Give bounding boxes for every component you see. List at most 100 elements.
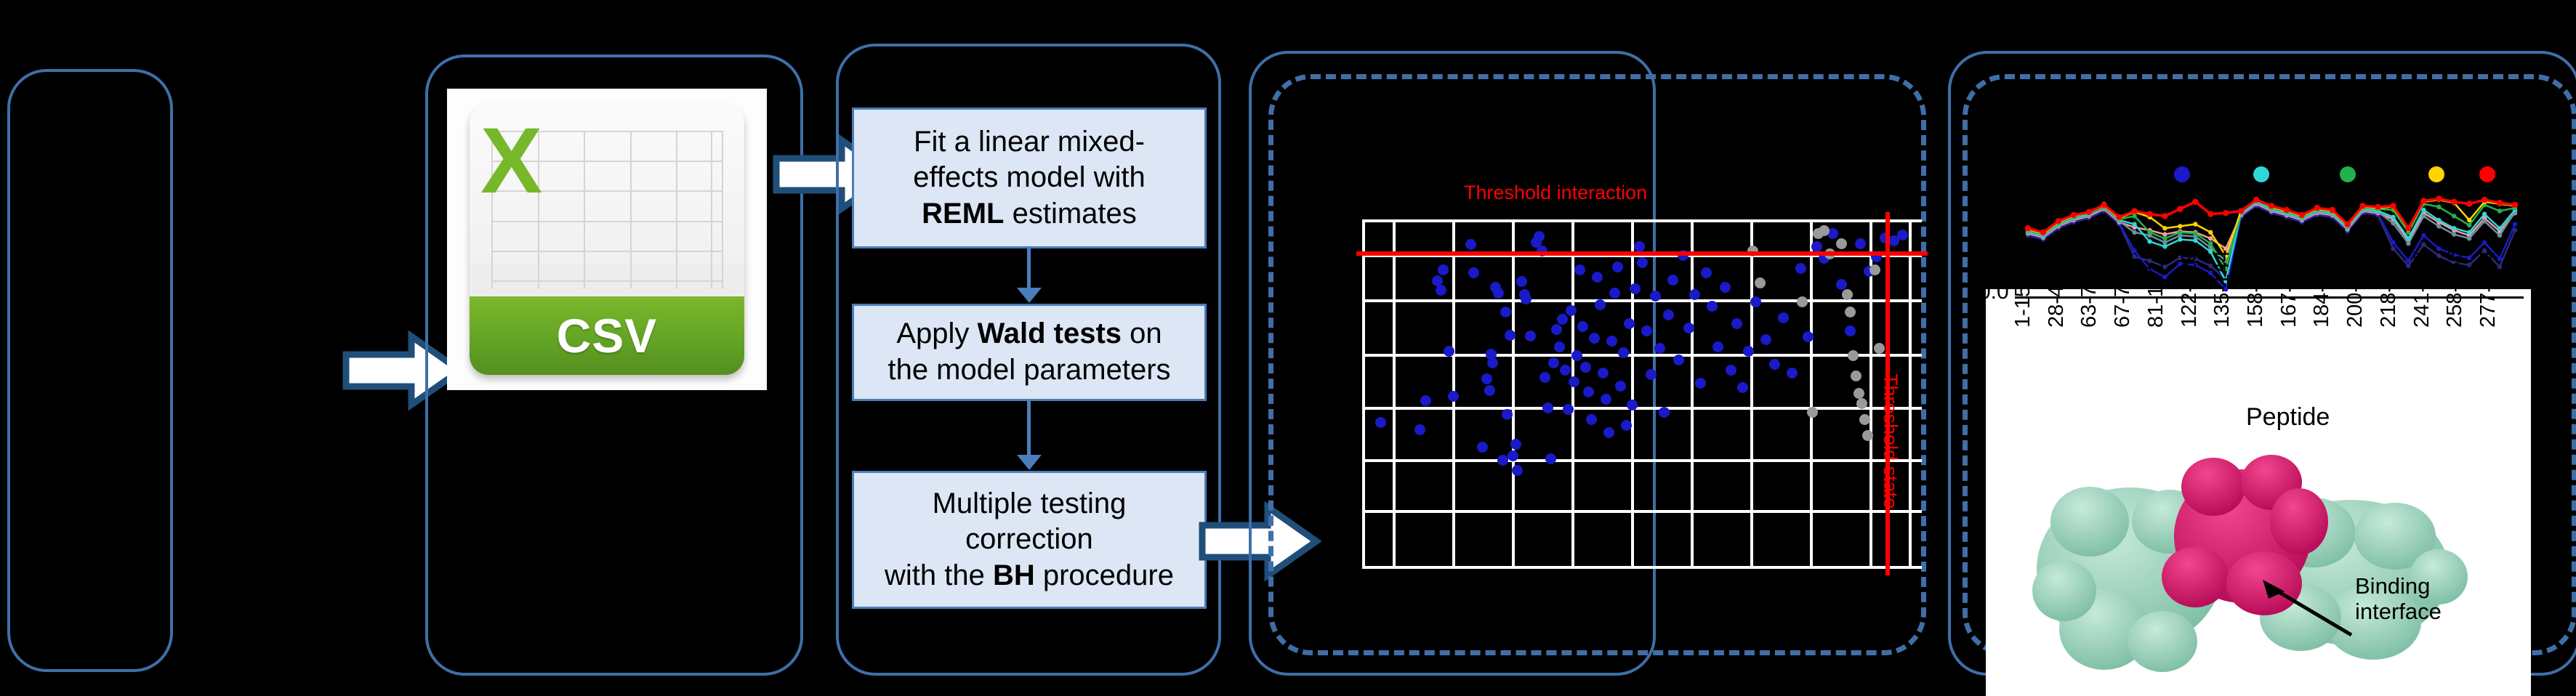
series-point-red-12 — [2207, 211, 2214, 217]
csv-file-icon: X CSV — [447, 89, 767, 390]
series-point-cyan-25 — [2406, 236, 2411, 241]
csv-card: X CSV — [469, 103, 745, 376]
series-point-red-28 — [2451, 198, 2458, 205]
series-point-cyan-30 — [2482, 211, 2487, 217]
connector-model-to-wald — [1027, 248, 1031, 291]
series-point-steel-29 — [2466, 236, 2472, 241]
connector-head-wald — [1017, 288, 1042, 303]
series-point-navy-28 — [2452, 260, 2457, 265]
peptide-tick-0: 1-15 — [2011, 285, 2034, 328]
series-point-red-17 — [2283, 206, 2290, 214]
peptide-tick-13: 258-266 — [2443, 250, 2467, 328]
peptide-axis-title: Peptide — [2246, 403, 2330, 431]
series-point-navy-12 — [2208, 263, 2213, 269]
peptide-tick-12: 241-257 — [2410, 250, 2434, 328]
series-point-cyan-24 — [2391, 214, 2396, 219]
arrow-steps-to-results — [1198, 501, 1321, 581]
protein-structure-image — [2032, 434, 2468, 681]
peptide-tick-3: 67-75 — [2111, 273, 2135, 328]
legend-dot-yellow — [2428, 166, 2444, 182]
series-point-cyan-12 — [2208, 249, 2213, 254]
series-point-blue-30 — [2482, 240, 2487, 245]
step-box-wald-tests[interactable]: Apply Wald tests on the model parameters — [852, 304, 1207, 401]
series-point-navy-8 — [2147, 258, 2152, 264]
series-point-yellow-11 — [2193, 222, 2198, 227]
series-point-red-14 — [2237, 208, 2245, 214]
connector-head-bh — [1017, 455, 1042, 470]
series-point-red-16 — [2268, 203, 2275, 209]
step-box-mixed-model-text: Fit a linear mixed-effects model with REM… — [913, 125, 1146, 230]
series-point-navy-32 — [2512, 227, 2518, 233]
series-point-red-18 — [2298, 211, 2306, 219]
series-point-red-11 — [2192, 198, 2199, 205]
series-point-red-4 — [2085, 209, 2092, 215]
series-point-red-31 — [2496, 200, 2503, 206]
series-point-steel-26 — [2421, 214, 2426, 219]
csv-band-label: CSV — [556, 309, 658, 363]
series-point-cyan-9 — [2162, 244, 2168, 249]
series-point-steel-7 — [2132, 230, 2137, 235]
series-point-steel-25 — [2406, 241, 2411, 246]
series-point-red-30 — [2481, 196, 2488, 203]
series-point-blue-11 — [2193, 262, 2198, 267]
binding-interface-label-line2: interface — [2355, 598, 2442, 624]
series-point-yellow-12 — [2208, 230, 2213, 235]
y-axis-tick-0: 0.0 — [1979, 280, 2009, 304]
series-line-navy — [2027, 204, 2516, 281]
series-point-steel-27 — [2436, 224, 2442, 229]
series-point-blue-24 — [2391, 240, 2396, 245]
series-point-green-9 — [2162, 236, 2168, 241]
series-point-blue-10 — [2178, 262, 2183, 267]
series-point-green-12 — [2208, 241, 2213, 246]
series-point-blue-9 — [2162, 275, 2168, 280]
series-point-red-2 — [2055, 218, 2062, 224]
series-point-blue-8 — [2147, 267, 2152, 272]
series-point-red-6 — [2116, 214, 2122, 220]
series-point-cyan-28 — [2452, 226, 2457, 231]
chart-x-axis — [2015, 296, 2524, 299]
peptide-tick-9: 184-199 — [2310, 250, 2334, 328]
scatter-plot: Threshold interaction — [1356, 182, 1928, 575]
series-point-navy-25 — [2406, 263, 2411, 269]
series-point-red-22 — [2359, 203, 2366, 209]
step-box-wald-tests-text: Apply Wald tests on the model parameters — [887, 317, 1171, 386]
step-box-bh-correction[interactable]: Multiple testing correction with the BH pr… — [852, 471, 1207, 609]
legend-dot-red — [2479, 166, 2495, 182]
series-point-red-25 — [2405, 225, 2412, 232]
step-box-mixed-model[interactable]: Fit a linear mixed-effects model with REM… — [852, 108, 1207, 248]
ligand-peptide — [2162, 455, 2328, 615]
series-point-steel-30 — [2482, 219, 2487, 224]
series-point-red-8 — [2146, 211, 2153, 217]
series-point-blue-29 — [2466, 255, 2472, 260]
series-point-yellow-29 — [2466, 217, 2472, 223]
series-point-green-10 — [2178, 230, 2183, 235]
series-point-cyan-29 — [2466, 230, 2472, 235]
series-point-steel-9 — [2162, 240, 2168, 245]
series-point-steel-28 — [2452, 232, 2457, 237]
series-point-navy-24 — [2391, 246, 2396, 251]
threshold-state-line — [1885, 212, 1890, 575]
peptide-tick-4: 81-101 — [2144, 262, 2168, 328]
series-point-red-23 — [2375, 203, 2381, 210]
series-point-navy-31 — [2497, 264, 2503, 270]
peptide-tick-6: 135-144 — [2210, 250, 2234, 328]
series-point-yellow-10 — [2178, 224, 2183, 229]
series-point-blue-28 — [2452, 252, 2457, 257]
series-point-green-27 — [2436, 204, 2442, 209]
series-point-blue-26 — [2421, 232, 2426, 238]
series-point-navy-30 — [2482, 248, 2487, 254]
series-point-blue-25 — [2406, 258, 2411, 264]
series-point-red-5 — [2101, 201, 2107, 209]
excel-x-letter: X — [480, 108, 543, 213]
series-point-navy-11 — [2193, 256, 2198, 262]
series-point-green-7 — [2132, 214, 2137, 219]
peptide-tick-8: 167-180 — [2277, 250, 2301, 328]
peptide-tick-1: 28-44 — [2044, 273, 2068, 328]
threshold-interaction-label: Threshold interaction — [1464, 182, 1648, 203]
series-point-cyan-10 — [2178, 237, 2183, 242]
step-box-bh-correction-text: Multiple testing correction with the BH pr… — [885, 487, 1174, 591]
series-point-blue-31 — [2497, 256, 2503, 262]
series-point-navy-26 — [2421, 242, 2426, 247]
series-point-green-29 — [2466, 222, 2472, 228]
series-point-red-7 — [2131, 208, 2138, 214]
